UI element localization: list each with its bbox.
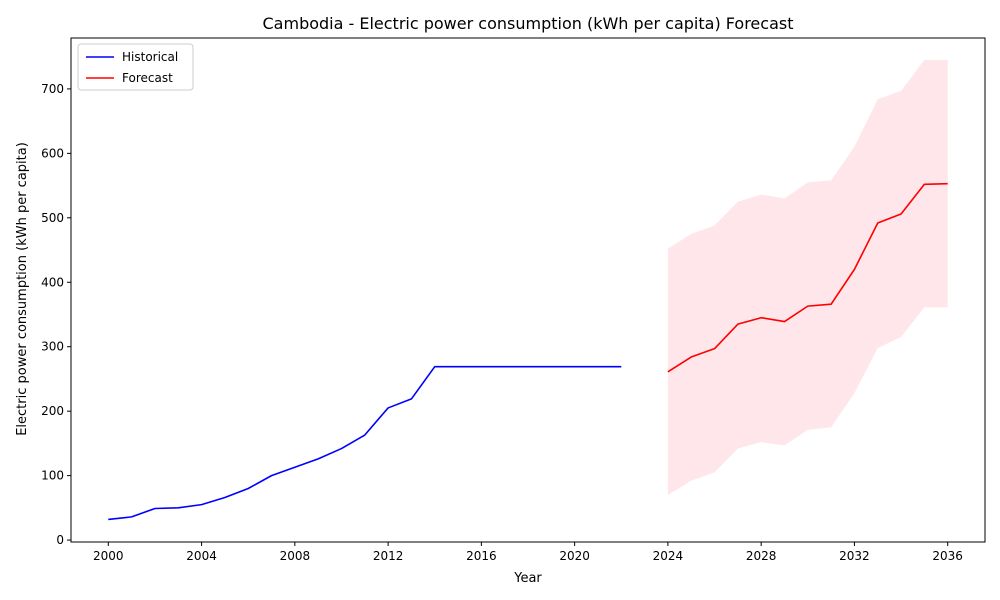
legend-label-forecast: Forecast: [122, 71, 173, 85]
x-tick-label: 2000: [93, 549, 124, 563]
y-tick-label: 300: [41, 340, 64, 354]
forecast-line: [667, 182, 948, 373]
y-axis-label: Electric power consumption (kWh per capi…: [15, 142, 30, 436]
x-tick-label: 2028: [746, 549, 777, 563]
x-axis-label: Year: [513, 571, 542, 586]
x-tick-label: 2020: [559, 549, 590, 563]
axes-layer: 2000 2004 2008 2012 2016 2020 2024 2028 2032 2036…: [41, 37, 986, 563]
x-tick-label: 2036: [932, 549, 963, 563]
y-tick-label: 400: [41, 275, 64, 289]
x-tick-label: 2016: [466, 549, 497, 563]
y-tick-label: 500: [41, 211, 64, 225]
series-lines-layer: [108, 182, 948, 521]
chart-title: Cambodia - Electric power consumption (k…: [263, 14, 794, 33]
historical-line: [108, 365, 622, 521]
y-tick-label: 200: [41, 404, 64, 418]
y-tick-label: 0: [56, 533, 64, 547]
x-tick-label: 2012: [373, 549, 404, 563]
x-tick-label: 2004: [186, 549, 217, 563]
y-tick-label: 600: [41, 146, 64, 160]
y-tick-label: 100: [41, 469, 64, 483]
confidence-band-layer: [667, 59, 948, 495]
y-tick-label: 700: [41, 82, 64, 96]
x-tick-label: 2032: [839, 549, 870, 563]
x-tick-label: 2008: [280, 549, 311, 563]
plot-frame: [70, 37, 986, 543]
legend-label-historical: Historical: [122, 50, 178, 64]
forecast-confidence-band: [667, 59, 948, 495]
x-tick-label: 2024: [653, 549, 684, 563]
legend: Historical Forecast: [77, 43, 194, 91]
